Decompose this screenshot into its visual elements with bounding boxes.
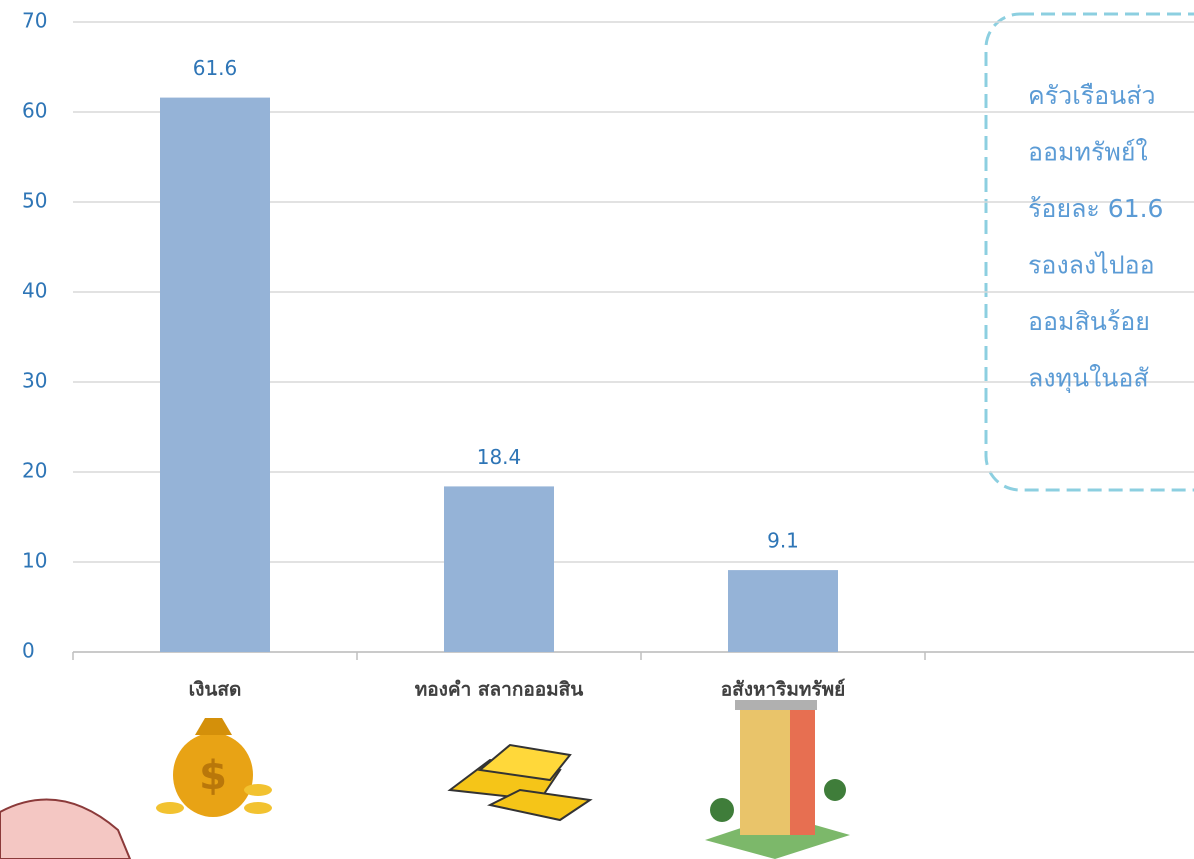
y-tick-label: 70 (22, 9, 47, 33)
gold-bars-icon (450, 745, 590, 820)
y-tick-label: 20 (22, 459, 47, 483)
annotation-line: ออมทรัพย์ใ (1028, 138, 1148, 167)
value-label: 61.6 (193, 56, 238, 80)
annotation-line: ร้อยละ 61.6 (1028, 194, 1163, 223)
bar (444, 486, 554, 652)
x-tick-label: เงินสด (189, 679, 242, 701)
y-tick-label: 50 (22, 189, 47, 213)
annotation-line: ครัวเรือนส่ว (1028, 81, 1156, 110)
y-tick-label: 0 (22, 639, 35, 663)
annotation-line: ลงทุนในอสั (1028, 364, 1149, 394)
bar (728, 570, 838, 652)
value-label: 9.1 (767, 529, 799, 553)
x-tick-label: ทองคำ สลากออมสิน (415, 679, 584, 701)
value-label: 18.4 (477, 445, 522, 469)
y-tick-label: 40 (22, 279, 47, 303)
y-tick-label: 10 (22, 549, 47, 573)
annotation-line: ออมสินร้อย (1028, 307, 1150, 336)
svg-text:$: $ (199, 753, 227, 799)
y-tick-label: 60 (22, 99, 47, 123)
x-tick-label: อสังหาริมทรัพย์ (721, 679, 846, 701)
bar (160, 98, 270, 652)
piggy-bank-icon (0, 800, 130, 859)
y-tick-label: 30 (22, 369, 47, 393)
money-bag-icon: $ (153, 716, 277, 828)
chart: $ 0 10 20 30 40 50 60 70 เงินสด 61.6 ทองคำ สลากออม… (0, 0, 1194, 859)
annotation-line: รองลงไปออ (1028, 251, 1155, 280)
building-icon (703, 700, 850, 859)
